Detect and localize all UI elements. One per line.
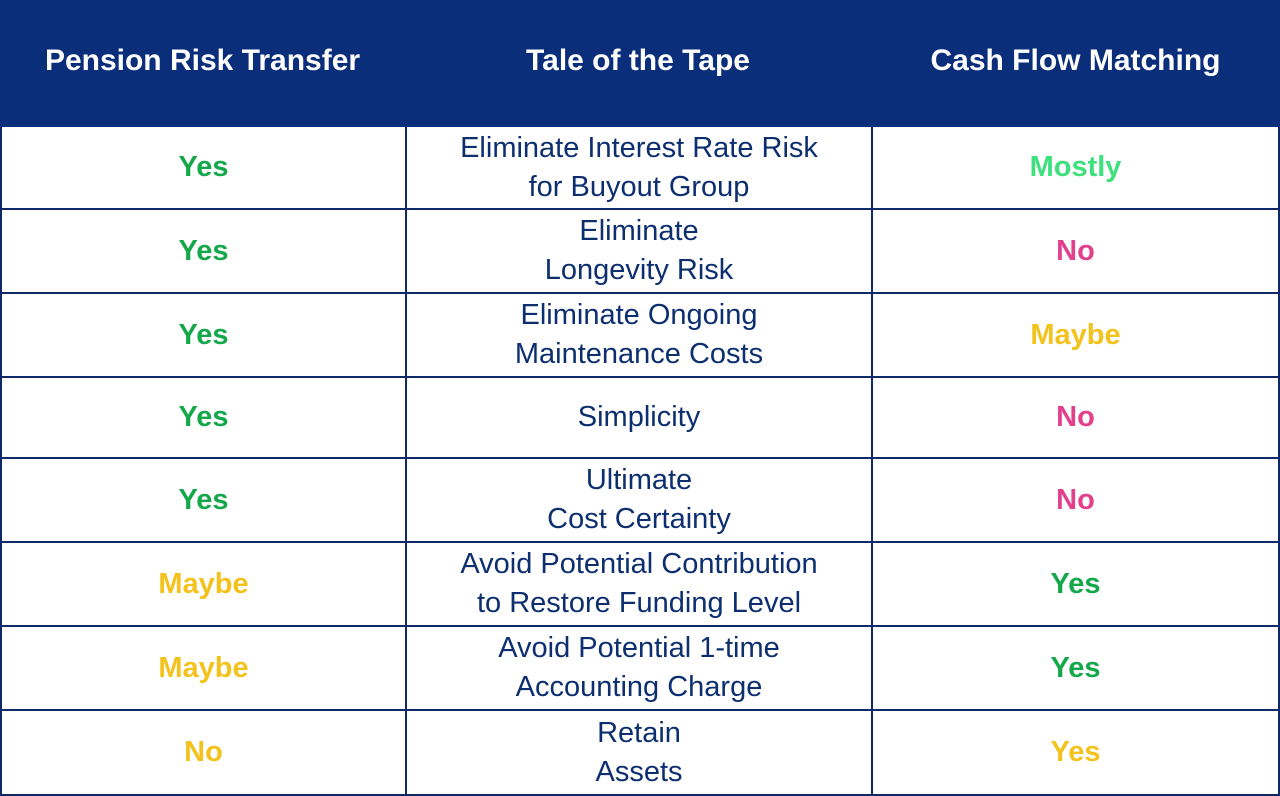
row-2-cfm-value: No <box>1056 234 1095 267</box>
row-1-right-cell: Mostly <box>871 127 1280 210</box>
row-5-mid-cell: Ultimate Cost Certainty <box>405 459 871 543</box>
row-6-criterion: Avoid Potential Contribution to Restore … <box>460 548 818 619</box>
row-8-cfm-value: Yes <box>1050 736 1101 768</box>
row-4-cfm-value: No <box>1056 401 1095 433</box>
row-8-left-cell: No <box>0 711 405 796</box>
row-7-left-cell: Maybe <box>0 627 405 711</box>
row-4-right-cell: No <box>871 378 1280 459</box>
row-5-right-cell: No <box>871 459 1280 543</box>
row-4-criterion: Simplicity <box>577 401 701 433</box>
row-8-criterion: Retain Assets <box>595 716 683 788</box>
row-5-prt-value: Yes <box>178 483 229 516</box>
row-3-prt-value: Yes <box>178 318 229 351</box>
row-6-prt-value: Maybe <box>158 567 249 600</box>
row-1-left-cell: Yes <box>0 127 405 210</box>
row-5-criterion: Ultimate Cost Certainty <box>547 464 731 535</box>
row-2-right-cell: No <box>871 210 1280 294</box>
row-7-mid-cell: Avoid Potential 1-time Accounting Charge <box>405 627 871 711</box>
header-tale-of-the-tape: Tale of the Tape <box>405 0 871 127</box>
row-6-left-cell: Maybe <box>0 543 405 627</box>
row-1-cfm-value: Mostly <box>1029 151 1122 183</box>
row-6-cfm-value: Yes <box>1050 567 1101 600</box>
row-8-prt-value: No <box>184 736 223 768</box>
row-2-mid-cell: Eliminate Longevity Risk <box>405 210 871 294</box>
row-5-left-cell: Yes <box>0 459 405 543</box>
row-4-left-cell: Yes <box>0 378 405 459</box>
row-8-right-cell: Yes <box>871 711 1280 796</box>
row-3-mid-cell: Eliminate Ongoing Maintenance Costs <box>405 294 871 378</box>
row-1-prt-value: Yes <box>178 151 229 183</box>
row-5-cfm-value: No <box>1056 483 1095 516</box>
row-2-criterion: Eliminate Longevity Risk <box>544 215 734 286</box>
header-pension-risk-transfer: Pension Risk Transfer <box>0 0 405 127</box>
row-4-mid-cell: Simplicity <box>405 378 871 459</box>
row-8-mid-cell: Retain Assets <box>405 711 871 796</box>
row-7-prt-value: Maybe <box>158 651 249 684</box>
row-6-right-cell: Yes <box>871 543 1280 627</box>
row-7-right-cell: Yes <box>871 627 1280 711</box>
row-7-criterion: Avoid Potential 1-time Accounting Charge <box>498 632 780 703</box>
row-1-criterion: Eliminate Interest Rate Risk for Buyout … <box>460 131 818 203</box>
row-6-mid-cell: Avoid Potential Contribution to Restore … <box>405 543 871 627</box>
row-3-left-cell: Yes <box>0 294 405 378</box>
row-1-mid-cell: Eliminate Interest Rate Risk for Buyout … <box>405 127 871 210</box>
row-2-prt-value: Yes <box>178 234 229 267</box>
header-cash-flow-matching: Cash Flow Matching <box>871 0 1280 127</box>
row-4-prt-value: Yes <box>178 401 229 433</box>
row-2-left-cell: Yes <box>0 210 405 294</box>
row-3-criterion: Eliminate Ongoing Maintenance Costs <box>514 299 764 370</box>
row-3-cfm-value: Maybe <box>1030 318 1121 351</box>
row-3-right-cell: Maybe <box>871 294 1280 378</box>
row-7-cfm-value: Yes <box>1050 651 1101 684</box>
